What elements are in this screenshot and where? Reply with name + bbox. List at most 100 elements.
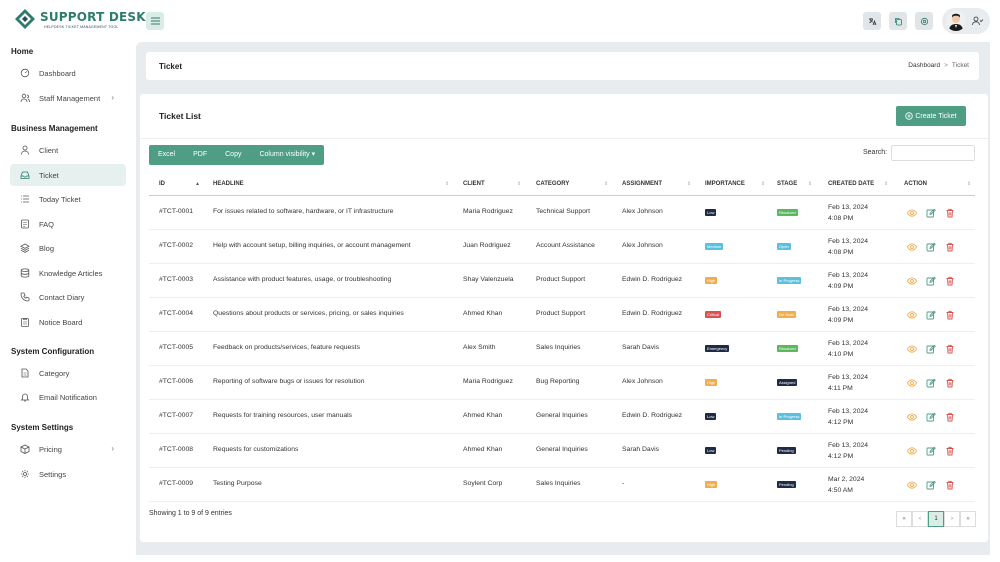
edit-icon	[926, 480, 936, 492]
sidebar-item-category[interactable]: Category	[10, 362, 126, 384]
breadcrumb-link-dashboard[interactable]: Dashboard	[908, 62, 941, 69]
menu-toggle-button[interactable]	[146, 12, 164, 30]
ticket-id: #TCT-0005	[159, 344, 194, 351]
last-page-button[interactable]: »	[960, 511, 976, 527]
sidebar-item-dashboard[interactable]: Dashboard	[10, 62, 126, 84]
table-row[interactable]: #TCT-0004 Questions about products or ser…	[149, 298, 975, 332]
column-header-created-date[interactable]: CREATED DATE	[828, 181, 875, 187]
ticket-client: Ahmed Khan	[463, 446, 503, 453]
sidebar-item-blog[interactable]: Blog	[10, 237, 126, 259]
view-button[interactable]	[906, 412, 918, 422]
created-date-time: 4:10 PM	[828, 351, 854, 358]
sidebar-item-ticket[interactable]: Ticket	[10, 164, 126, 186]
ticket-assignment: Edwin D. Rodriguez	[622, 412, 683, 419]
edit-button[interactable]	[926, 480, 936, 490]
logo[interactable]: SUPPORT DESK HELPDESK TICKET MANAGEMENT …	[14, 8, 146, 32]
sidebar-item-settings[interactable]: Settings	[10, 463, 126, 485]
translate-button[interactable]	[863, 12, 881, 30]
sidebar-item-label: Notice Board	[39, 318, 83, 327]
delete-button[interactable]	[945, 208, 955, 218]
user-switch-icon	[972, 16, 983, 26]
delete-button[interactable]	[945, 446, 955, 456]
edit-button[interactable]	[926, 412, 936, 422]
edit-button[interactable]	[926, 208, 936, 218]
prev-page-button[interactable]: ‹	[912, 511, 928, 527]
edit-button[interactable]	[926, 378, 936, 388]
view-button[interactable]	[906, 446, 918, 458]
table-row[interactable]: #TCT-0002 Help with account setup, billin…	[149, 230, 975, 264]
delete-button[interactable]	[945, 412, 955, 422]
column-header-id[interactable]: ID	[159, 181, 165, 187]
edit-button[interactable]	[926, 446, 936, 456]
sidebar-item-staff-management[interactable]: Staff Management ›	[10, 87, 126, 109]
edit-button[interactable]	[926, 344, 936, 354]
user-menu[interactable]	[942, 8, 990, 34]
table-row[interactable]: #TCT-0001 For issues related to software,…	[149, 196, 975, 230]
divider	[140, 138, 988, 139]
view-button[interactable]	[906, 378, 918, 388]
search-input[interactable]	[891, 145, 975, 161]
sort-icon: ⇕	[445, 181, 450, 187]
column-visibility-button[interactable]: Column visibility ▾	[250, 145, 324, 165]
export-button-group: Excel PDF Copy Column visibility ▾	[149, 145, 325, 165]
ticket-category: Product Support	[536, 276, 586, 283]
copy-table-button[interactable]: Copy	[225, 151, 242, 158]
sidebar-item-knowledge-articles[interactable]: Knowledge Articles	[10, 262, 126, 284]
eye-icon	[906, 447, 918, 458]
first-page-button[interactable]: «	[896, 511, 912, 527]
sidebar-item-email-notification[interactable]: Email Notification	[10, 386, 126, 408]
create-ticket-button[interactable]: Create Ticket	[896, 106, 966, 126]
trash-icon	[945, 378, 955, 390]
delete-button[interactable]	[945, 378, 955, 388]
view-button[interactable]	[906, 242, 918, 252]
view-button[interactable]	[906, 208, 918, 218]
view-button[interactable]	[906, 310, 918, 320]
view-button[interactable]	[906, 480, 918, 490]
table-row[interactable]: #TCT-0003 Assistance with product feature…	[149, 264, 975, 298]
table-row[interactable]: #TCT-0007 Requests for training resources…	[149, 400, 975, 434]
sidebar-item-faq[interactable]: FAQ	[10, 213, 126, 235]
column-header-headline[interactable]: HEADLINE	[213, 181, 244, 187]
table-row[interactable]: #TCT-0006 Reporting of software bugs or i…	[149, 366, 975, 400]
created-date: Feb 13, 2024 4:12 PM	[828, 406, 868, 428]
sidebar-item-contact-diary[interactable]: Contact Diary	[10, 286, 126, 308]
copy-button[interactable]	[889, 12, 907, 30]
delete-button[interactable]	[945, 242, 955, 252]
sort-icon: ⇕	[761, 181, 766, 187]
document-icon	[21, 219, 29, 229]
table-row[interactable]: #TCT-0009 Testing Purpose Soylent Corp Sale…	[149, 468, 975, 502]
created-date: Feb 13, 2024 4:10 PM	[828, 338, 868, 360]
delete-button[interactable]	[945, 480, 955, 490]
excel-button[interactable]: Excel	[158, 151, 176, 158]
column-header-client[interactable]: CLIENT	[463, 181, 485, 187]
pdf-button[interactable]: PDF	[193, 151, 208, 158]
column-header-action: ACTION	[904, 181, 927, 187]
view-button[interactable]	[906, 276, 918, 286]
delete-button[interactable]	[945, 276, 955, 286]
table-row[interactable]: #TCT-0005 Feedback on products/services, …	[149, 332, 975, 366]
view-button[interactable]	[906, 344, 918, 354]
sidebar-item-client[interactable]: Client	[10, 139, 126, 161]
ticket-category: General Inquiries	[536, 412, 588, 419]
ticket-list-title: Ticket List	[159, 111, 201, 121]
next-page-button[interactable]: ›	[944, 511, 960, 527]
edit-button[interactable]	[926, 242, 936, 252]
column-header-category[interactable]: CATEGORY	[536, 181, 570, 187]
sidebar-item-pricing[interactable]: Pricing ›	[10, 438, 126, 460]
sidebar-item-notice-board[interactable]: Notice Board	[10, 311, 126, 333]
edit-button[interactable]	[926, 310, 936, 320]
ticket-client: Ahmed Khan	[463, 310, 503, 317]
sidebar-item-today-ticket[interactable]: Today Ticket	[10, 188, 126, 210]
importance-badge: Critical	[705, 311, 722, 318]
column-header-assignment[interactable]: ASSIGNMENT	[622, 181, 663, 187]
table-row[interactable]: #TCT-0008 Requests for customizations Ahme…	[149, 434, 975, 468]
sidebar-item-label: Category	[39, 369, 70, 378]
settings-button[interactable]	[915, 12, 933, 30]
column-header-importance[interactable]: IMPORTANCE	[705, 181, 745, 187]
column-header-stage[interactable]: STAGE	[777, 181, 798, 187]
delete-button[interactable]	[945, 310, 955, 320]
sidebar-item-label: Ticket	[39, 171, 59, 180]
edit-button[interactable]	[926, 276, 936, 286]
delete-button[interactable]	[945, 344, 955, 354]
page-button[interactable]: 1	[928, 511, 944, 527]
